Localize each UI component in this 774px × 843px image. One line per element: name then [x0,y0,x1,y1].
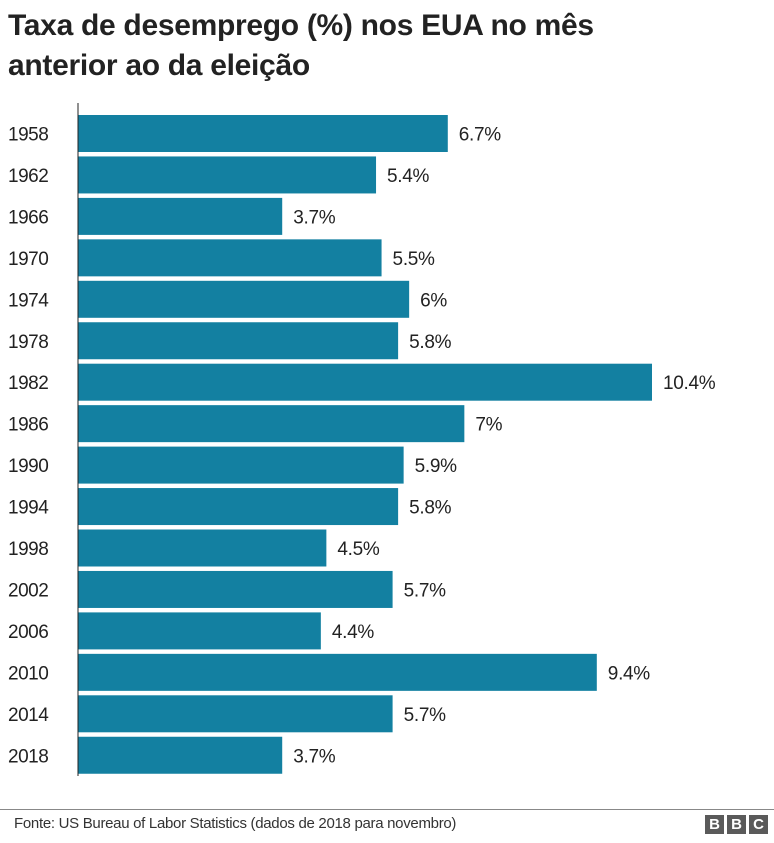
bar [78,405,465,443]
data-label: 5.8% [409,332,452,353]
data-label: 6% [420,290,447,311]
y-tick-label: 1998 [8,539,48,560]
y-tick-label: 1990 [8,456,48,477]
bar [78,570,393,608]
y-tick-label: 2018 [8,746,48,767]
data-label: 4.4% [332,622,375,643]
logo-letter: C [749,815,768,834]
y-tick-label: 1986 [8,415,48,436]
bar [78,446,404,484]
bar [78,156,377,194]
source-note: Fonte: US Bureau of Labor Statistics (da… [14,815,457,832]
y-tick-label: 1970 [8,249,48,270]
data-label: 5.5% [393,249,436,270]
data-label: 4.5% [337,539,380,560]
bar [78,239,382,277]
data-label: 5.8% [409,498,452,519]
bar [78,695,393,733]
bar [78,197,283,235]
data-label: 6.7% [459,125,502,146]
y-tick-label: 2006 [8,622,48,643]
chart-title: Taxa de desemprego (%) nos EUA no mês an… [8,9,594,82]
bar [78,322,399,360]
data-label: 5.7% [404,705,447,726]
bar [78,363,652,401]
bar [78,653,597,691]
data-label: 7% [475,415,502,436]
data-label: 5.7% [404,580,447,601]
y-tick-label: 1966 [8,207,48,228]
footer-divider [0,809,774,810]
data-label: 3.7% [293,207,336,228]
y-tick-label: 2014 [8,705,49,726]
y-tick-label: 2010 [8,663,48,684]
bar [78,488,399,526]
data-label: 5.4% [387,166,430,187]
data-label: 3.7% [293,746,336,767]
bar [78,280,410,318]
bar [78,115,448,152]
logo-letter: B [727,815,746,834]
y-tick-label: 1958 [8,125,48,146]
y-tick-label: 1962 [8,166,48,187]
y-tick-label: 1974 [8,290,49,311]
logo-letter: B [705,815,724,834]
bbc-logo: B B C [705,815,768,834]
y-tick-label: 1994 [8,498,49,519]
bar [78,736,283,774]
data-label: 5.9% [415,456,458,477]
y-tick-label: 1982 [8,373,48,394]
y-tick-label: 1978 [8,332,48,353]
data-label: 9.4% [608,663,651,684]
bar [78,612,321,650]
data-label: 10.4% [663,373,716,394]
bar [78,529,327,567]
y-tick-label: 2002 [8,580,48,601]
bar-chart: 1958 6.7% 1962 5.4% 1966 3.7% 1970 5.5% 1974 6% 19… [8,103,716,776]
